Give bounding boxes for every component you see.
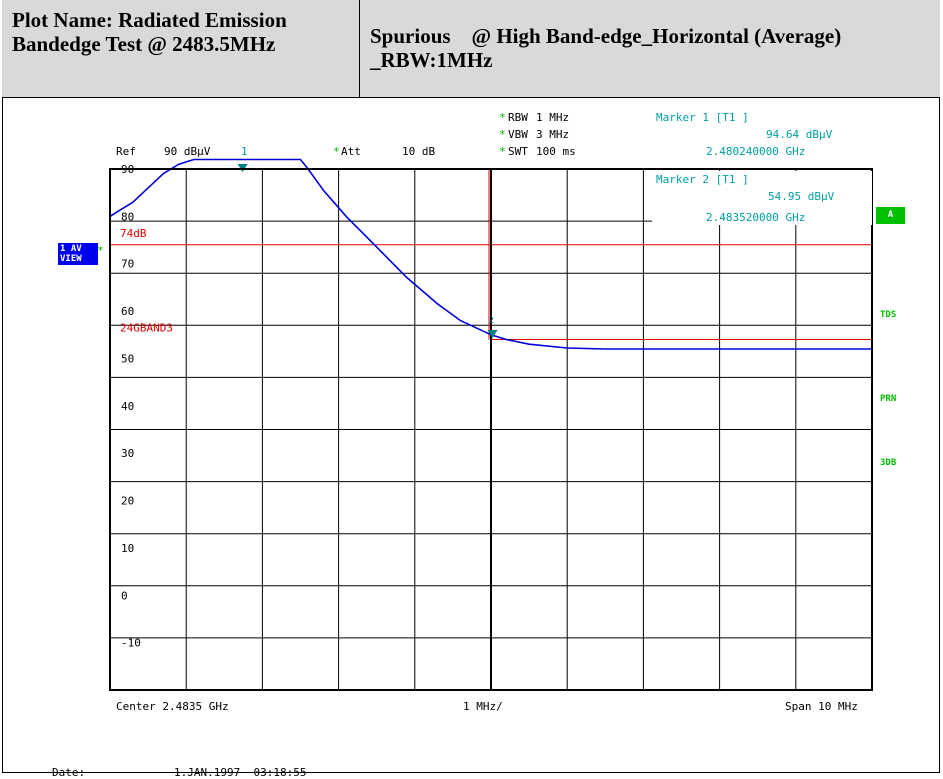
test-description-title: Spurious @ High Band-edge_Horizontal (Av… [370, 24, 847, 72]
frequency-per-division: 1 MHz/ [463, 700, 503, 713]
marker1-level: 94.64 dBµV [766, 128, 833, 141]
limit-label: 74dB [120, 227, 147, 240]
y-tick-label: 10 [121, 542, 134, 555]
y-tick-label: 50 [121, 352, 134, 365]
side-label-3db: 3DB [880, 458, 897, 468]
y-tick-label: 20 [121, 495, 134, 508]
marker2-title: Marker 2 [T1 ] [656, 173, 749, 186]
vbw-star-icon: * [499, 128, 506, 141]
vbw-value: 3 MHz [536, 128, 570, 141]
swt-star-icon: * [499, 145, 506, 158]
side-label-prn: PRN [880, 394, 897, 404]
marker1-frequency: 2.480240000 GHz [706, 145, 806, 158]
marker2-readout-box [652, 171, 872, 225]
marker-2-number: 2 [489, 316, 494, 326]
trace-mode-line2: VIEW [60, 254, 82, 264]
trace-star-icon: * [97, 244, 104, 257]
y-tick-label: 30 [121, 447, 134, 460]
plot-border [109, 168, 873, 691]
side-label-a: A [876, 207, 905, 224]
date-value: 1.JAN.1997 03:18:55 [174, 766, 307, 779]
limit-lines: 74dB 24GBAND3 [110, 169, 872, 690]
y-tick-label: -10 [121, 637, 141, 650]
y-tick-label: 80 [121, 210, 134, 223]
plot-name-title: Plot Name: Radiated Emission Bandedge Te… [12, 8, 287, 56]
att-label: Att [341, 145, 361, 158]
ref-value: 90 dBµV [164, 145, 211, 158]
trace-mode-line1: 1 AV [60, 244, 82, 254]
rbw-value: 1 MHz [536, 111, 570, 124]
test-description-cell: Spurious @ High Band-edge_Horizontal (Av… [360, 0, 940, 98]
y-tick-label: 0 [121, 589, 128, 602]
ref-marker-number: 1 [241, 145, 248, 158]
marker2-frequency: 2.483520000 GHz [706, 211, 805, 224]
ref-label: Ref [116, 145, 136, 158]
limit-label: 24GBAND3 [120, 322, 173, 335]
frequency-span: Span 10 MHz [785, 700, 858, 713]
marker2-level: 54.95 dBµV [768, 190, 835, 203]
att-star-icon: * [333, 145, 340, 158]
center-frequency: Center 2.4835 GHz [116, 700, 229, 713]
rbw-star-icon: * [499, 111, 506, 124]
plot-name-cell: Plot Name: Radiated Emission Bandedge Te… [2, 0, 360, 98]
y-tick-label: 60 [121, 305, 134, 318]
vbw-label: VBW [508, 128, 528, 141]
marker1-title: Marker 1 [T1 ] [656, 111, 749, 124]
y-tick-label: 40 [121, 400, 134, 413]
att-value: 10 dB [402, 145, 436, 158]
marker-2-icon [487, 330, 498, 339]
swt-value: 100 ms [536, 145, 576, 158]
y-tick-label: 70 [121, 258, 134, 271]
marker-layer: 2 [237, 164, 498, 339]
side-label-tds: TDS [880, 310, 897, 320]
date-label: Date: [52, 766, 86, 779]
swt-label: SWT [508, 145, 528, 158]
trace-mode-badge: 1 AV VIEW [58, 243, 98, 265]
rbw-label: RBW [508, 111, 528, 124]
